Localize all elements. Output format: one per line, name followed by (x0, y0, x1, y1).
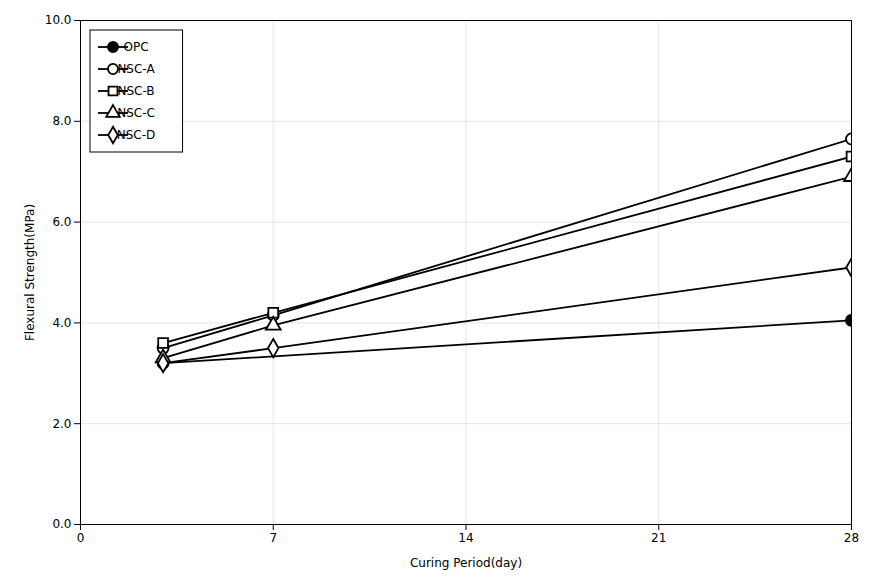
svg-text:10.0: 10.0 (45, 13, 72, 27)
svg-text:OPC: OPC (123, 40, 148, 54)
svg-text:Flexural Strength(MPa): Flexural Strength(MPa) (23, 204, 37, 341)
svg-text:28: 28 (844, 531, 859, 545)
svg-text:Curing Period(day): Curing Period(day) (410, 556, 522, 570)
svg-text:8.0: 8.0 (52, 114, 71, 128)
svg-text:6.0: 6.0 (52, 215, 71, 229)
svg-text:NSC-B: NSC-B (117, 84, 154, 98)
svg-text:21: 21 (651, 531, 666, 545)
svg-text:NSC-C: NSC-C (117, 106, 155, 120)
svg-text:NSC-A: NSC-A (117, 62, 155, 76)
svg-text:7: 7 (269, 531, 277, 545)
svg-text:2.0: 2.0 (52, 417, 71, 431)
svg-text:4.0: 4.0 (52, 316, 71, 330)
svg-text:NSC-D: NSC-D (117, 128, 156, 142)
svg-text:14: 14 (458, 531, 473, 545)
svg-text:0: 0 (77, 531, 85, 545)
svg-text:0.0: 0.0 (52, 517, 71, 531)
